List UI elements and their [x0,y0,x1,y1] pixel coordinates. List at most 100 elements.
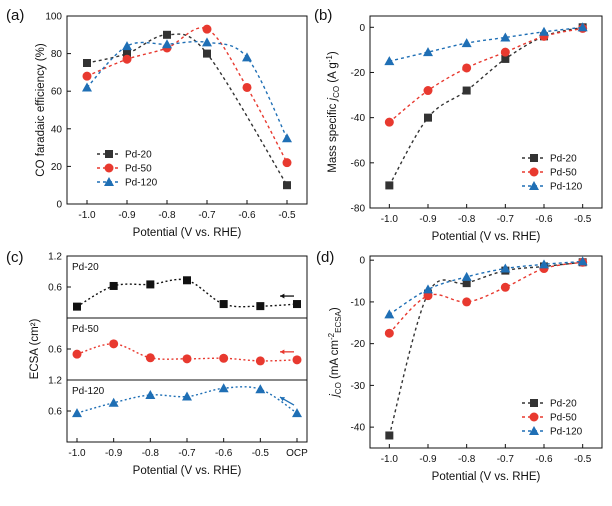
x-axis-title: Potential (V vs. RHE) [133,465,242,477]
y-title-unit: (mA cm [329,340,341,382]
data-point [218,383,229,393]
data-point [424,113,432,122]
legend-marker [529,167,539,177]
data-point [577,256,588,266]
y-title-j: j [329,394,341,399]
x-tick-label: -0.7 [497,454,515,465]
x-tick-label: OCP [286,448,308,459]
legend-marker [529,426,539,435]
data-point [242,82,252,92]
data-point [385,431,394,440]
series-pd-120 [384,22,588,66]
legend-label: Pd-50 [125,164,152,175]
y-title-sup: -2 [327,332,336,340]
data-point [202,37,212,47]
x-tick-label: -1.0 [381,214,399,225]
y-tick-label: -20 [351,339,366,350]
y-title-close: ) [327,51,339,55]
y-title-sub2: ECSA [334,310,343,332]
data-point [109,339,119,349]
legend-marker [529,412,539,422]
y-tick-label: 100 [45,12,62,23]
data-point [283,181,291,190]
series-pd-50 [384,257,588,338]
plot-frame [369,15,603,209]
y-tick-label: 1.2 [48,376,62,387]
legend-label: Pd-50 [550,168,577,179]
data-point [122,41,132,51]
x-tick-label: -1.0 [68,448,86,459]
legend-label: Pd-120 [125,178,158,189]
data-point [163,30,171,39]
legend-label: Pd-20 [550,399,577,410]
data-point [423,86,433,96]
data-point [109,281,118,290]
series-pd-120 [384,256,588,319]
data-point [423,284,433,294]
data-point [72,408,82,418]
data-point [162,39,172,49]
x-tick-label: -0.5 [574,214,592,225]
legend-marker [105,150,113,158]
y-tick-label: -10 [351,297,366,308]
y-axis-title: ECSA (cm²) [29,318,41,379]
y-tick-label: 1.2 [48,252,62,263]
y-title-j: j [327,97,339,102]
x-tick-label: -1.0 [78,210,96,221]
x-tick-label: -0.8 [458,454,476,465]
data-point [255,356,265,366]
y-tick-label: -40 [351,423,366,434]
data-point [500,282,510,292]
data-point [461,271,472,281]
x-tick-label: -0.8 [158,210,176,221]
data-point [293,300,301,309]
data-point [292,408,302,418]
arrow-head-icon [280,293,285,299]
x-axis-title: Potential (V vs. RHE) [133,227,242,239]
data-point [539,26,549,36]
y-title-close: ) [329,307,341,311]
x-tick-label: -0.7 [198,210,216,221]
data-point [385,181,394,190]
data-point [255,384,266,394]
subpanel-label: Pd-120 [72,386,105,397]
x-tick-label: -0.5 [252,448,270,459]
y-tick-label: 0.6 [48,345,62,356]
legend-marker [529,181,539,190]
x-tick-label: -1.0 [381,454,399,465]
y-tick-label: 20 [51,162,63,173]
data-point [123,49,131,58]
x-tick-label: -0.6 [215,448,233,459]
data-point [500,32,511,42]
legend-label: Pd-120 [550,182,583,193]
panel-label: (a) [6,7,24,24]
legend-label: Pd-50 [550,413,577,424]
x-tick-label: -0.6 [535,454,553,465]
data-point [462,279,471,288]
subpanel-pd-20: 0.6 1.2 Pd-20 [48,252,301,311]
data-point [72,349,82,359]
data-point [182,354,192,364]
data-point [219,353,229,363]
x-tick-label: -0.6 [238,210,256,221]
x-tick-label: -0.9 [118,210,136,221]
arrow-head-icon [280,349,285,355]
panel-label: (c) [6,249,24,266]
subpanel-label: Pd-20 [72,262,99,273]
y-title-sub: CO [332,86,341,98]
y-tick-label: 80 [51,49,63,60]
y-tick-label: 40 [51,124,63,135]
y-title-main: Mass specific [327,100,339,172]
y-tick-label: -30 [351,381,366,392]
x-tick-label: -0.5 [574,454,592,465]
y-tick-label: 0.6 [48,283,62,294]
x-tick-label: -0.6 [535,214,553,225]
panel-d: -1.0 -0.9 -0.8 -0.7 -0.6 -0.5 -40 -30 -20 -10 0 (d)… [316,249,603,483]
data-point [462,86,471,95]
data-point [183,276,191,285]
data-point [501,54,510,63]
data-point [202,24,212,34]
subpanel-label: Pd-50 [72,324,99,335]
panel-label: (d) [316,249,334,266]
